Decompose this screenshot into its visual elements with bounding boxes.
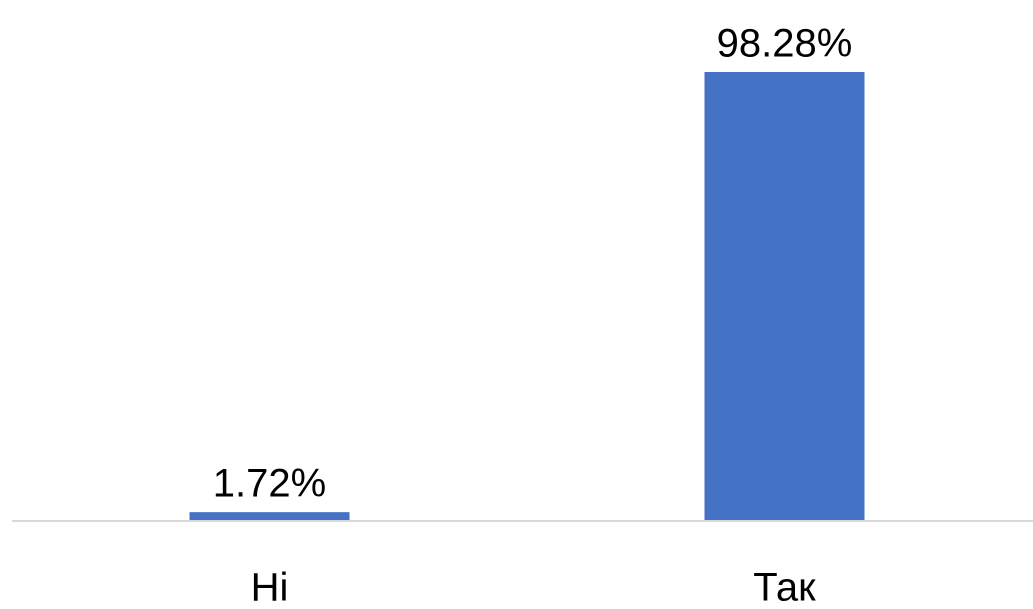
bar — [704, 72, 865, 520]
bar — [189, 512, 350, 520]
x-tick-label: Так — [753, 566, 816, 609]
x-tick-label: Ні — [251, 566, 289, 609]
data-label: 98.28% — [717, 22, 853, 66]
data-label: 1.72% — [213, 462, 326, 506]
